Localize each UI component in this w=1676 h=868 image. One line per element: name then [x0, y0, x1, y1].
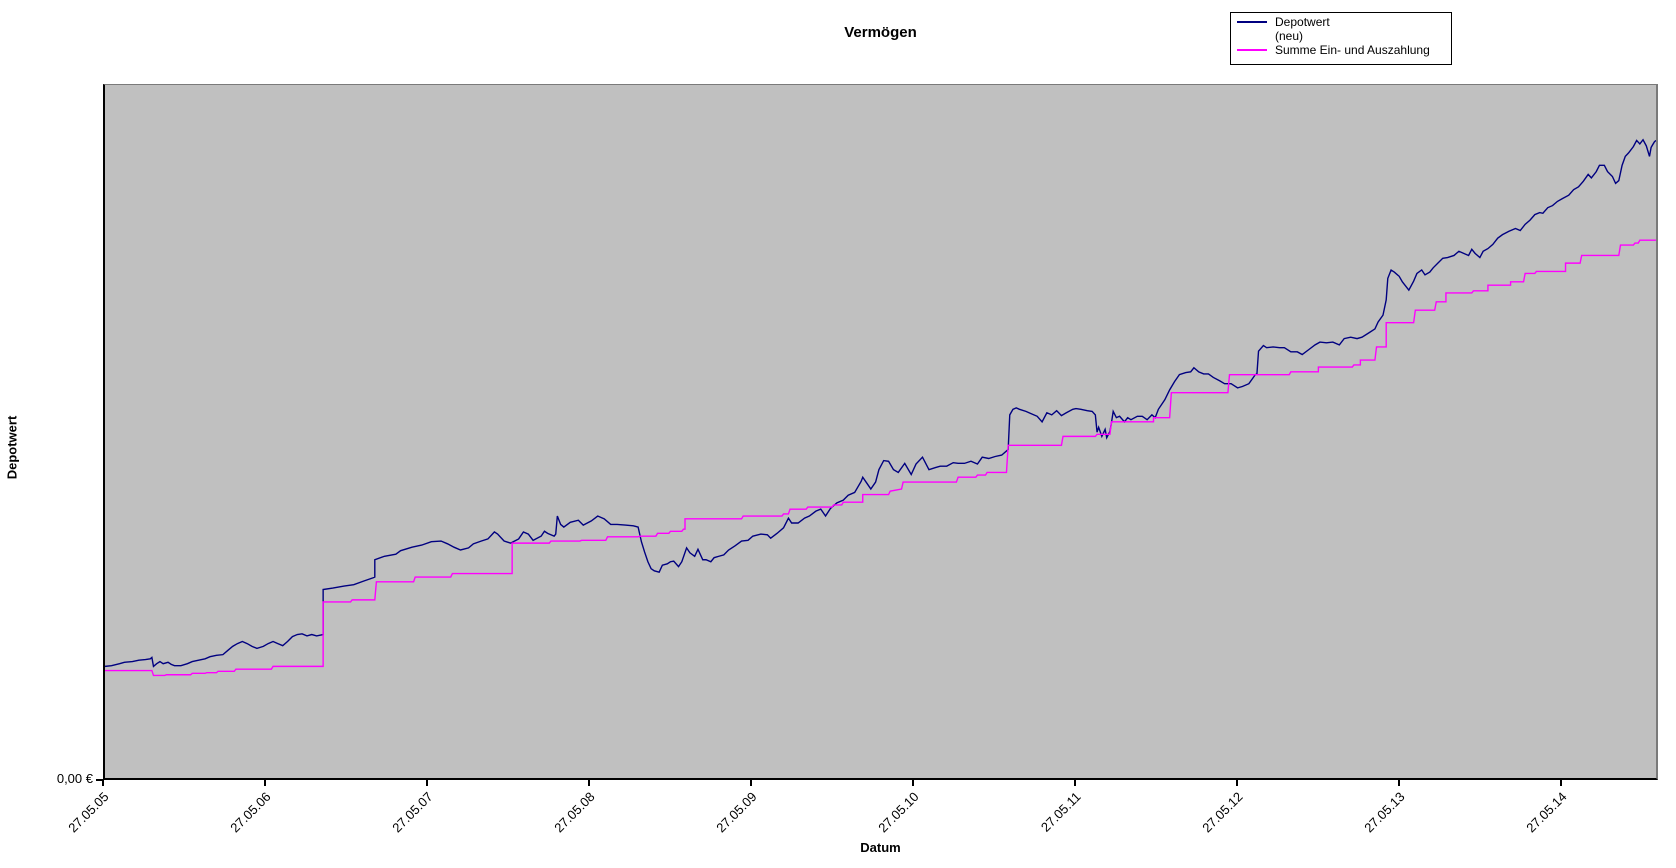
series-line-depotwert-neu — [105, 138, 1656, 668]
plot-svg — [105, 138, 1656, 677]
plot-area — [103, 84, 1658, 780]
x-tick-mark — [911, 780, 914, 786]
y-zero-tick-mark — [96, 779, 103, 781]
legend-label: Summe Ein- und Auszahlung — [1275, 43, 1430, 57]
legend-item-depotwert: Depotwert — [1235, 15, 1447, 29]
y-zero-tick-label: 0,00 € — [56, 771, 93, 786]
x-tick-mark — [263, 780, 266, 786]
chart-title: Vermögen — [844, 24, 917, 41]
x-tick-mark — [587, 780, 590, 786]
series-line-summe-ein-auszahlung — [105, 239, 1656, 677]
x-tick-mark — [1073, 780, 1076, 786]
x-tick-mark — [1397, 780, 1400, 786]
depotwert-line-swatch-icon — [1237, 21, 1267, 23]
x-axis-title: Datum — [860, 840, 901, 855]
legend-swatch-col — [1235, 43, 1275, 57]
legend-item-summe: Summe Ein- und Auszahlung — [1235, 43, 1447, 57]
x-tick-mark — [102, 780, 104, 786]
legend: Depotwert (neu) Summe Ein- und Auszahlun… — [1230, 12, 1452, 65]
x-tick-mark — [749, 780, 752, 786]
x-tick-mark — [1235, 780, 1238, 786]
legend-label: (neu) — [1275, 29, 1304, 43]
y-axis-title: Depotwert — [4, 415, 20, 480]
x-tick-mark — [425, 780, 428, 786]
legend-label: Depotwert — [1275, 15, 1330, 29]
x-tick-label: 27.05.05 — [65, 789, 112, 836]
legend-item-depotwert-line2: (neu) — [1235, 29, 1447, 43]
legend-swatch-col — [1235, 29, 1275, 43]
summe-line-swatch-icon — [1237, 49, 1267, 51]
x-tick-mark — [1559, 780, 1562, 786]
legend-swatch-col — [1235, 15, 1275, 29]
